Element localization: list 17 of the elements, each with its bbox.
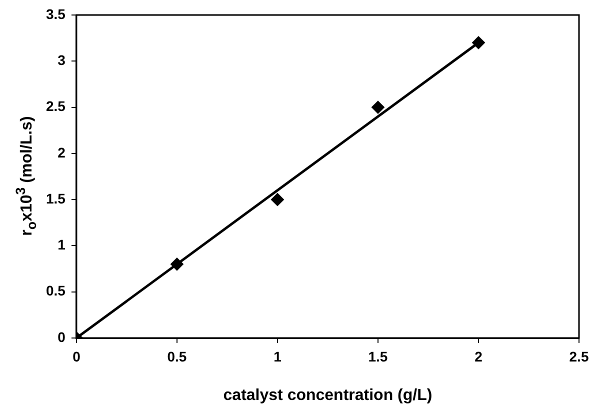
- y-tick-label: 3.5: [46, 6, 66, 22]
- point: [270, 193, 284, 206]
- x-tick-label: 1.5: [368, 348, 388, 364]
- y-tick-label: 0.5: [46, 282, 66, 299]
- y-tick-label: 3: [58, 52, 66, 68]
- y-tick-label: 1.5: [46, 190, 66, 206]
- y-tick-label: 2.5: [46, 98, 66, 114]
- x-tick-label: 2: [474, 348, 483, 364]
- x-tick-label: 0.5: [167, 348, 187, 364]
- x-tick-label: 0: [72, 348, 81, 364]
- y-tick-label: 1: [58, 236, 66, 253]
- x-tick-label: 2.5: [569, 348, 589, 364]
- point: [371, 100, 384, 114]
- x-axis-title: catalyst concentration (g/L): [223, 386, 432, 404]
- y-tick-label: 0: [58, 328, 66, 345]
- x-tick-label: 1: [274, 348, 282, 364]
- y-tick-label: 2: [58, 144, 66, 160]
